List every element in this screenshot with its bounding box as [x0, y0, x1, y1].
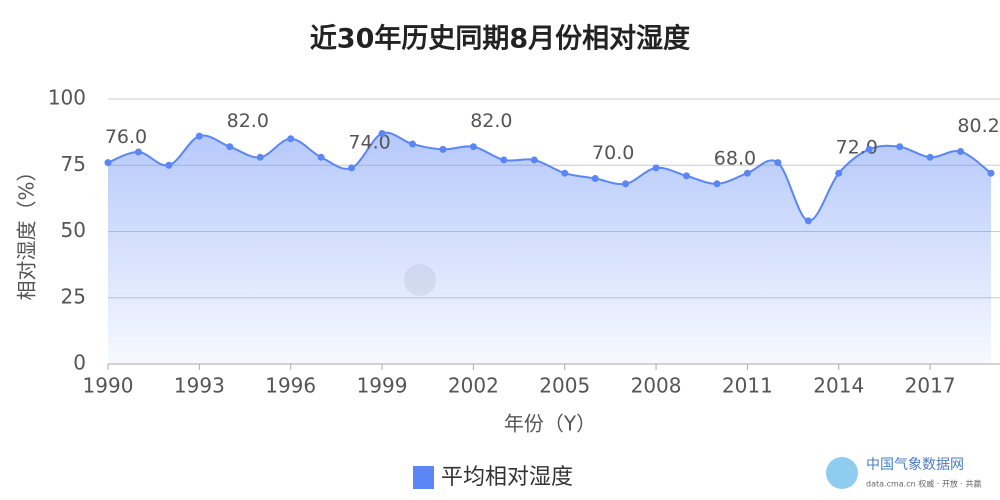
point: [317, 153, 325, 161]
data-label: 80.2: [957, 115, 999, 137]
point: [165, 161, 173, 169]
point: [561, 169, 569, 177]
data-label: 68.0: [714, 147, 756, 169]
point: [104, 159, 112, 167]
point: [987, 169, 995, 177]
data-label: 70.0: [592, 142, 634, 164]
y-tick-label: 0: [73, 351, 86, 375]
x-axis-label: 年份（Y）: [504, 412, 596, 436]
x-tick-label: 1999: [357, 374, 408, 398]
point: [835, 169, 843, 177]
logo-tagline: data.cma.cn 权威 · 开放 · 共赢: [866, 479, 981, 489]
point: [622, 180, 630, 188]
point: [896, 143, 904, 151]
x-tick-label: 2014: [813, 374, 864, 398]
data-label: 74.0: [348, 131, 390, 153]
logo-icon: [826, 457, 858, 489]
data-label: 76.0: [105, 126, 147, 148]
chart-title: 近30年历史同期8月份相对湿度: [310, 23, 690, 55]
point: [865, 145, 873, 153]
y-tick-label: 75: [61, 152, 86, 176]
y-tick-label: 100: [48, 86, 86, 110]
point: [530, 156, 538, 164]
x-tick-label: 2008: [631, 374, 682, 398]
point: [713, 180, 721, 188]
point: [439, 145, 447, 153]
point: [226, 143, 234, 151]
data-label: 72.0: [836, 137, 878, 159]
point: [957, 147, 965, 155]
point: [774, 159, 782, 167]
x-tick-label: 1990: [83, 374, 134, 398]
x-tick-label: 1993: [174, 374, 225, 398]
point: [134, 148, 142, 156]
point: [683, 172, 691, 180]
point: [195, 132, 203, 140]
y-axis-label: 相对湿度（%）: [15, 161, 39, 300]
x-tick-label: 2005: [539, 374, 590, 398]
point: [743, 169, 751, 177]
x-tick-label: 1996: [265, 374, 316, 398]
point: [652, 164, 660, 172]
point: [926, 153, 934, 161]
point: [408, 140, 416, 148]
data-label: 82.0: [227, 110, 269, 132]
y-tick-label: 50: [61, 218, 86, 242]
point: [287, 135, 295, 143]
point: [348, 164, 356, 172]
y-tick-label: 25: [61, 284, 86, 308]
point: [500, 156, 508, 164]
x-tick-label: 2011: [722, 374, 773, 398]
legend-swatch: [413, 466, 434, 489]
x-tick-label: 2002: [448, 374, 499, 398]
area: [108, 132, 991, 364]
point: [804, 217, 812, 225]
point: [591, 175, 599, 182]
x-tick-label: 2017: [905, 374, 956, 398]
point: [378, 129, 386, 137]
data-label: 82.0: [470, 110, 512, 132]
logo-name: 中国气象数据网: [866, 457, 964, 473]
point: [469, 143, 477, 151]
point: [256, 153, 264, 161]
legend-label: 平均相对湿度: [441, 465, 573, 490]
